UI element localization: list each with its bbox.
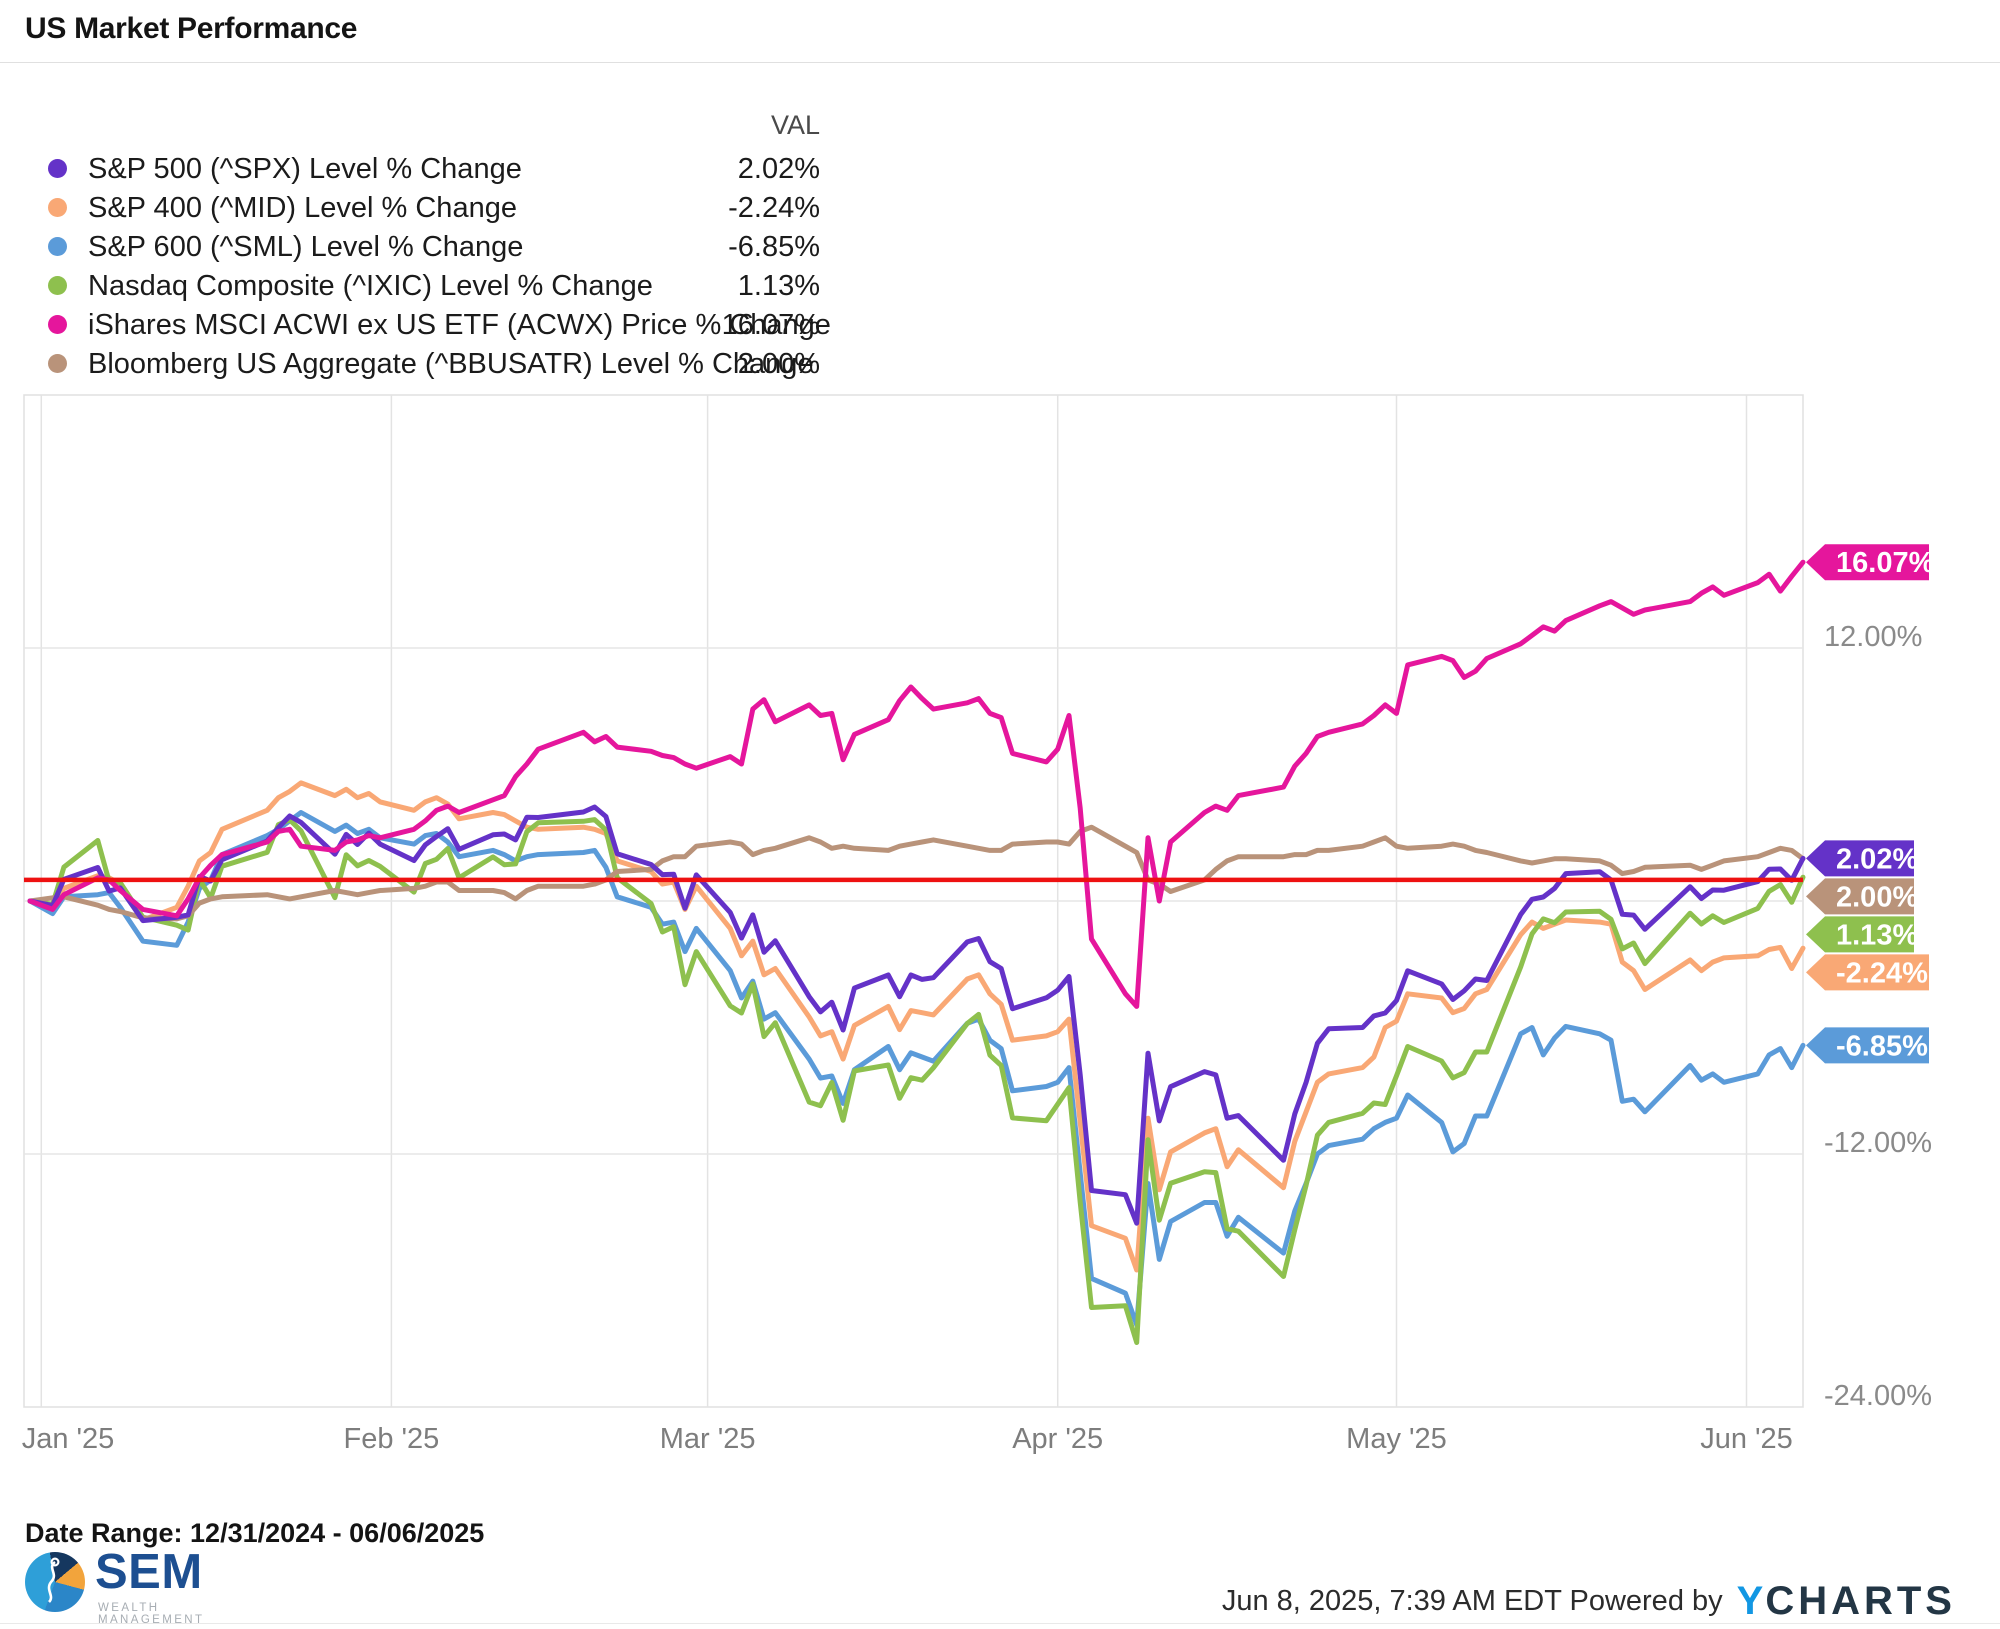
series-color-dot xyxy=(48,159,67,178)
series-color-dot xyxy=(48,237,67,256)
title-divider xyxy=(0,62,2000,63)
legend-item-label: S&P 600 (^SML) Level % Change xyxy=(88,231,524,263)
legend-item-mid: S&P 400 (^MID) Level % Change -2.24% xyxy=(0,188,820,227)
bottom-divider xyxy=(0,1623,2000,1624)
legend-item-acwx: iShares MSCI ACWI ex US ETF (ACWX) Price… xyxy=(0,305,831,344)
series-color-dot xyxy=(48,276,67,295)
legend-item-value: 1.13% xyxy=(737,270,820,302)
plot-border xyxy=(23,394,1804,1408)
date-range-label: Date Range: 12/31/2024 - 06/06/2025 xyxy=(25,1518,485,1548)
ycharts-logo-y: Y xyxy=(1736,1578,1766,1623)
series-color-dot xyxy=(48,198,67,217)
series-color-dot xyxy=(48,354,67,373)
series-line-sml xyxy=(27,810,1806,1328)
sem-wordmark: SEM xyxy=(95,1545,203,1599)
footer-attribution: Jun 8, 2025, 7:39 AM EDT Powered by Y CH… xyxy=(1222,1578,1956,1624)
legend-item-value: -2.24% xyxy=(728,192,820,224)
legend-item-bbusatr: Bloomberg US Aggregate (^BBUSATR) Level … xyxy=(0,344,820,383)
legend-item-label: iShares MSCI ACWI ex US ETF (ACWX) Price… xyxy=(88,309,831,341)
legend-item-value: 16.07% xyxy=(721,309,820,341)
x-axis-tick-label: May '25 xyxy=(1346,1423,1447,1455)
value-badge-sml xyxy=(1806,1027,1929,1064)
value-badge-label: 1.13% xyxy=(1836,919,1918,951)
x-axis-tick-label: Jun '25 xyxy=(1700,1423,1793,1455)
legend-item-value: 2.02% xyxy=(737,153,820,185)
value-badge-bbusatr xyxy=(1806,878,1914,915)
series-color-dot xyxy=(48,315,67,334)
ycharts-logo-text: CHARTS xyxy=(1765,1578,1956,1623)
value-badge-label: 2.02% xyxy=(1836,843,1918,875)
value-badge-label: 2.00% xyxy=(1836,881,1918,913)
value-badge-label: -6.85% xyxy=(1836,1030,1928,1062)
series-line-spx xyxy=(27,804,1806,1226)
value-badge-ixic xyxy=(1806,916,1914,953)
series-line-mid xyxy=(27,780,1806,1273)
page-title: US Market Performance xyxy=(25,12,358,45)
series-line-ixic xyxy=(27,817,1806,1345)
value-badge-spx xyxy=(1806,840,1914,877)
value-badge-acwx xyxy=(1806,544,1929,581)
y-axis-tick-label: -24.00% xyxy=(1824,1380,1932,1412)
legend-item-value: 2.00% xyxy=(737,348,820,380)
legend-item-label: S&P 400 (^MID) Level % Change xyxy=(88,192,517,224)
sem-caliper-glyph xyxy=(47,1560,56,1603)
legend-item-sml: S&P 600 (^SML) Level % Change -6.85% xyxy=(0,227,820,266)
x-axis-tick-label: Mar '25 xyxy=(660,1423,756,1455)
x-axis-tick-label: Jan '25 xyxy=(22,1423,115,1455)
legend-item-label: Bloomberg US Aggregate (^BBUSATR) Level … xyxy=(88,348,814,380)
y-axis-tick-label: 12.00% xyxy=(1824,621,1922,653)
y-axis-tick-label: -12.00% xyxy=(1824,1127,1932,1159)
series-line-bbusatr xyxy=(27,824,1806,922)
value-badge-mid xyxy=(1806,954,1929,991)
sem-logo-icon xyxy=(25,1552,85,1612)
value-badge-label: -2.24% xyxy=(1836,957,1928,989)
timestamp: Jun 8, 2025, 7:39 AM EDT Powered by xyxy=(1221,1584,1723,1617)
legend-item-label: Nasdaq Composite (^IXIC) Level % Change xyxy=(88,270,653,302)
legend-item-spx: S&P 500 (^SPX) Level % Change 2.02% xyxy=(0,149,820,188)
series-line-acwx xyxy=(27,559,1806,1009)
value-badge-label: 16.07% xyxy=(1836,547,1935,579)
legend-item-value: -6.85% xyxy=(728,231,820,263)
legend-value-header: VAL xyxy=(770,110,820,140)
legend-item-ixic: Nasdaq Composite (^IXIC) Level % Change … xyxy=(0,266,820,305)
x-axis-tick-label: Feb '25 xyxy=(343,1423,439,1455)
x-axis-tick-label: Apr '25 xyxy=(1012,1423,1103,1455)
legend-item-label: S&P 500 (^SPX) Level % Change xyxy=(88,153,522,185)
